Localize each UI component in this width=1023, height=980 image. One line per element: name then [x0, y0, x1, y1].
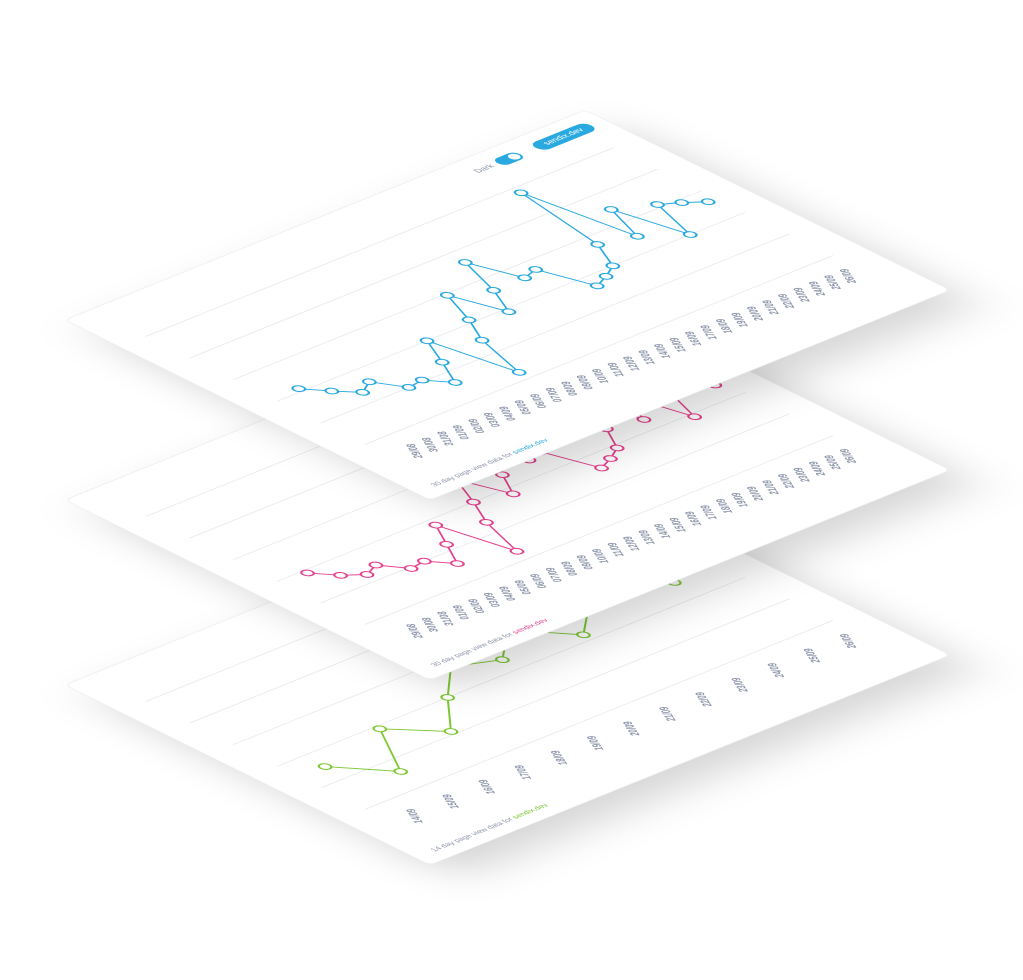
data-point: [416, 557, 432, 565]
data-point: [700, 198, 716, 206]
data-point: [687, 413, 703, 421]
data-point: [428, 521, 444, 529]
data-point: [466, 498, 481, 506]
data-point: [605, 262, 621, 270]
data-point: [439, 291, 455, 299]
data-point: [291, 385, 307, 393]
grid-line: [276, 577, 746, 767]
grid-line: [364, 620, 834, 810]
data-point: [449, 560, 465, 567]
data-point: [443, 728, 459, 735]
data-point: [359, 571, 375, 578]
grid-line: [320, 233, 790, 424]
data-point: [603, 455, 618, 462]
card: 29/0830/0831/0801/0902/0903/0904/0905/09…: [67, 111, 948, 499]
data-point: [636, 416, 652, 423]
data-point: [368, 561, 384, 569]
grid-line: [320, 598, 790, 789]
data-point: [457, 259, 473, 266]
data-point: [598, 273, 614, 280]
toggle-knob: [507, 153, 521, 160]
data-point: [517, 274, 533, 282]
data-point: [594, 464, 609, 472]
data-point: [505, 490, 521, 498]
data-point: [589, 282, 605, 290]
data-point: [372, 725, 388, 733]
data-point: [650, 201, 665, 208]
grid-line: [276, 212, 746, 402]
data-point: [511, 368, 527, 376]
data-point: [401, 384, 417, 391]
data-point: [513, 189, 529, 197]
data-point: [434, 358, 450, 366]
data-point: [575, 631, 591, 639]
data-point: [300, 569, 315, 577]
data-point: [494, 656, 510, 664]
data-point: [509, 547, 525, 555]
data-point: [674, 199, 690, 206]
data-point: [447, 379, 463, 386]
grid-line: [276, 392, 746, 582]
badge[interactable]: [529, 122, 599, 152]
data-point: [461, 316, 477, 324]
toggle-label: Dark: [471, 163, 497, 174]
data-point: [324, 387, 340, 395]
data-point: [486, 286, 502, 294]
card: 29/0830/0831/0801/0902/0903/0904/0905/09…: [67, 291, 948, 679]
data-point: [333, 571, 348, 579]
data-point: [355, 388, 371, 396]
data-point: [590, 241, 606, 248]
grid-line: [320, 413, 790, 604]
data-point: [419, 337, 435, 345]
data-point: [393, 768, 409, 775]
grid-line: [145, 147, 615, 337]
data-point: [603, 206, 619, 213]
card-background: [68, 111, 948, 499]
card-edge: [67, 111, 948, 499]
data-point: [440, 694, 456, 701]
data-point: [474, 336, 490, 344]
data-point: [501, 308, 517, 316]
data-point: [629, 232, 645, 240]
data-point: [317, 763, 333, 770]
data-point: [361, 378, 377, 386]
data-point: [439, 540, 455, 548]
grid-line: [189, 168, 659, 359]
data-point: [609, 444, 625, 452]
data-point: [414, 376, 430, 384]
card-background: [68, 476, 948, 864]
grid-line: [364, 435, 834, 625]
data-point: [682, 231, 698, 238]
data-point: [479, 518, 494, 526]
data-point: [528, 266, 544, 273]
data-point: [403, 565, 419, 572]
grid-line: [364, 255, 834, 445]
